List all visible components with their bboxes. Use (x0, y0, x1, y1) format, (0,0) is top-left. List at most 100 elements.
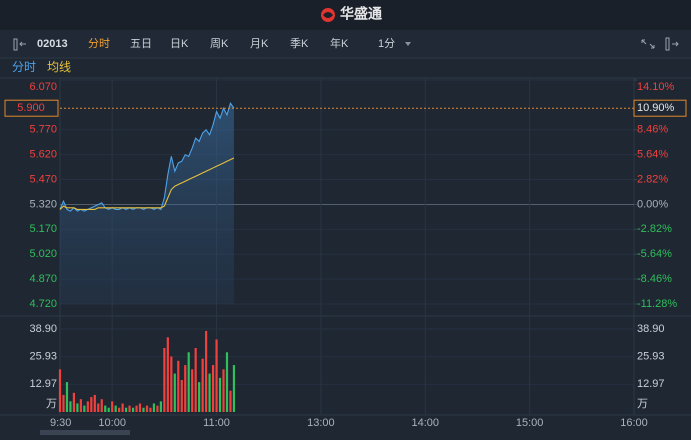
volume-bar (79, 399, 82, 412)
volume-tick-label: 12.97 (637, 378, 665, 390)
volume-bar (152, 403, 156, 412)
expand-icon[interactable] (641, 37, 679, 51)
volume-bar (149, 407, 152, 412)
volume-bar (131, 407, 135, 412)
volume-bar (104, 405, 107, 412)
y2-tick-label: 2.82% (637, 173, 668, 185)
volume-bar (111, 401, 114, 412)
x-tick-label: 14:00 (412, 417, 440, 429)
x-tick-label: 11:00 (203, 417, 230, 429)
volume-bar (180, 379, 183, 412)
volume-bar (65, 382, 69, 412)
volume-bar (76, 403, 79, 412)
y-tick-label: 4.870 (29, 273, 57, 285)
volume-bar (166, 337, 169, 412)
x-tick-label: 9:30 (50, 417, 71, 429)
header-bar (0, 0, 691, 30)
sidebar-icon[interactable] (13, 38, 26, 51)
tab[interactable]: 季K (290, 37, 309, 50)
volume-bar (173, 373, 176, 412)
stock-code: 02013 (37, 38, 68, 50)
volume-bar (135, 405, 138, 412)
volume-bar (191, 369, 194, 412)
y-tick-label: 5.620 (29, 149, 57, 161)
volume-bar (124, 407, 128, 412)
volume-bar (208, 373, 211, 412)
volume-bar (159, 401, 162, 412)
volume-bar (205, 330, 208, 412)
volume-bar (211, 365, 215, 412)
volume-bar (177, 360, 180, 412)
toolbar (0, 30, 691, 58)
tab[interactable]: 五日 (130, 38, 152, 50)
volume-bar (156, 405, 159, 412)
volume-bar (201, 358, 204, 412)
y-tick-label: 5.170 (29, 223, 57, 235)
volume-bar (215, 339, 218, 412)
volume-bar (83, 405, 86, 412)
x-tick-label: 15:00 (516, 417, 544, 429)
volume-bar (97, 403, 100, 412)
volume-bar (58, 369, 62, 412)
tab[interactable]: 日K (170, 38, 189, 50)
volume-bar (90, 397, 93, 412)
volume-bar (86, 401, 89, 412)
volume-tick-label: 25.93 (637, 351, 665, 363)
volume-bar (229, 390, 232, 412)
tab[interactable]: 年K (330, 36, 349, 50)
price-area (60, 103, 234, 304)
y-tick-label: 4.720 (29, 298, 57, 310)
x-tick-label: 10:00 (98, 417, 126, 429)
volume-bar (225, 352, 229, 412)
y2-tick-label: 8.46% (637, 124, 668, 136)
last-change-box (633, 99, 687, 117)
volume-tick-label: 12.97 (29, 378, 57, 390)
volume-tick-label: 25.93 (29, 351, 57, 363)
y-tick-label: 5.770 (29, 124, 57, 136)
volume-tick-label: 38.90 (637, 323, 665, 335)
last-price-box (4, 99, 59, 117)
volume-bar (100, 399, 103, 412)
volume-bar (93, 394, 96, 412)
tab[interactable]: 分时 (88, 37, 110, 50)
y-tick-label: 5.320 (29, 198, 57, 210)
volume-bar (138, 403, 142, 412)
tab[interactable]: 周K (210, 37, 229, 50)
volume-bar (145, 405, 149, 412)
volume-bar (218, 377, 222, 412)
average-line (59, 157, 235, 210)
y2-tick-label: 14.10% (637, 81, 675, 93)
volume-bar (107, 407, 110, 412)
volume-bar (194, 347, 197, 412)
tab[interactable]: 月K (250, 38, 269, 50)
volume-tick-label: 38.90 (29, 323, 57, 335)
y-tick-label: 5.020 (29, 248, 57, 260)
x-tick-label: 16:00 (620, 417, 648, 429)
brand-logo (321, 8, 335, 22)
last-change-label: 10.90% (637, 102, 675, 114)
last-price-label: 5.900 (17, 102, 45, 114)
volume-bar (114, 405, 117, 412)
dropdown-arrow[interactable] (405, 42, 411, 46)
legend-entry: 均线 (47, 60, 71, 74)
volume-bar (232, 365, 236, 412)
volume-bar (69, 401, 72, 412)
volume-bar (128, 405, 131, 412)
y2-tick-label: -8.46% (637, 273, 672, 285)
y-tick-label: 6.070 (29, 81, 57, 93)
volume-unit: 万 (637, 398, 648, 410)
y2-tick-label: -11.28% (637, 298, 677, 310)
scrollbar[interactable] (40, 430, 130, 435)
volume-bar (142, 407, 145, 412)
volume-bar (118, 407, 121, 412)
y2-tick-label: 5.64% (637, 149, 668, 161)
volume-bar (198, 382, 201, 412)
brand: 华盛通 (340, 6, 382, 22)
legend-entry: 分时 (12, 60, 36, 74)
interval[interactable]: 1分 (378, 37, 395, 50)
volume-bar (121, 403, 124, 412)
y-tick-label: 5.470 (29, 173, 57, 185)
volume-unit: 万 (46, 398, 57, 410)
